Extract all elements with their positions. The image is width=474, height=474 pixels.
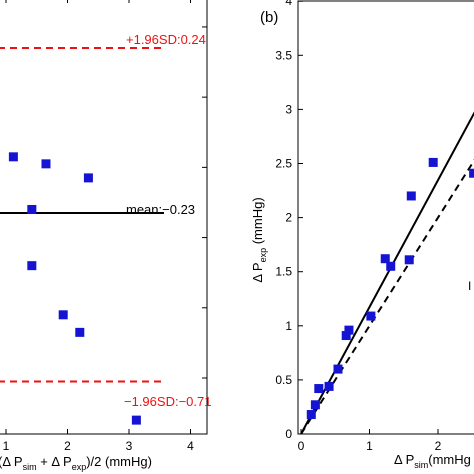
panel-b-point (380, 254, 390, 264)
panel-b-point (366, 311, 376, 321)
panel-a-point (131, 415, 141, 425)
panel-b-y-tick-label: 0.5 (275, 373, 292, 387)
panel-b-y-tick-label: 3 (285, 102, 292, 116)
panel-a-frame (0, 0, 208, 435)
panel-b-point (406, 191, 416, 201)
panel-b-points (306, 157, 474, 420)
panel-a-bland-altman: 1 2 3 4 +1.96SD:0.24 mean:−0.23 −1.96SD:−0.… (0, 0, 211, 472)
panel-b-point (469, 168, 474, 178)
panel-a-x-tick-label: 2 (64, 439, 71, 453)
panel-b-y-tick-label: 4 (285, 0, 292, 8)
panel-b-y-tick-label: 1 (285, 319, 292, 333)
panel-b-x-axis-label: Δ Psim(mmHg (394, 452, 471, 470)
panel-b-point (306, 410, 316, 420)
panel-a-reference-lines (0, 47, 164, 383)
panel-a-x-tick-label: 3 (126, 439, 133, 453)
panel-b-identity-line (300, 158, 474, 435)
panel-b-frame (297, 0, 474, 435)
legend-fragment: I (468, 279, 471, 293)
panel-b-point (314, 384, 324, 394)
mean-label: mean:−0.23 (126, 202, 195, 217)
panel-b-y-axis-label: Δ Pexp (mmHg) (250, 197, 268, 282)
panel-b-ticks: 0 0.5 1 1.5 2 2.5 3 3.5 4 0 1 2 (275, 0, 441, 453)
panel-b-point (428, 157, 438, 167)
panel-a-x-ticks: 1 2 3 4 (3, 0, 207, 453)
panel-b-x-tick-label: 1 (366, 439, 373, 453)
panel-b-y-tick-label: 2.5 (275, 157, 292, 171)
panel-b-x-tick-label: 2 (435, 439, 442, 453)
panel-a-x-tick-label: 4 (187, 439, 194, 453)
panel-a-x-tick-label: 1 (3, 439, 10, 453)
panel-b-point (386, 261, 396, 271)
panel-b-y-tick-label: 0 (285, 427, 292, 441)
panel-b-point (341, 331, 351, 341)
lower-limit-label: −1.96SD:−0.71 (124, 394, 211, 409)
panel-b-x-tick-label: 0 (298, 439, 305, 453)
panel-b-scatter: 0 0.5 1 1.5 2 2.5 3 3.5 4 0 1 2 (b) Δ Pexp (mmHg) Δ… (250, 0, 474, 470)
panel-a-point (27, 204, 37, 214)
panel-a-point (27, 261, 37, 271)
panel-b-point (333, 364, 343, 374)
panel-a-point (75, 327, 85, 337)
panel-a-axes (0, 0, 208, 435)
panel-b-y-tick-label: 1.5 (275, 265, 292, 279)
panel-b-point (404, 255, 414, 265)
panel-b-point (324, 381, 334, 391)
panel-b-y-tick-label: 3.5 (275, 48, 292, 62)
panel-a-points (8, 152, 141, 425)
panel-b-label: (b) (260, 9, 278, 26)
panel-a-point (58, 310, 68, 320)
panel-a-point (83, 173, 93, 183)
panel-b-point (310, 400, 320, 410)
panel-a-point (8, 152, 18, 162)
panel-b-point (344, 325, 354, 335)
panel-b-axes (297, 0, 474, 435)
panel-a-point (41, 159, 51, 169)
panel-b-y-tick-label: 2 (285, 211, 292, 225)
upper-limit-label: +1.96SD:0.24 (126, 32, 206, 47)
panel-a-x-axis-label: (Δ Psim + Δ Pexp)/2 (mmHg) (0, 454, 152, 472)
